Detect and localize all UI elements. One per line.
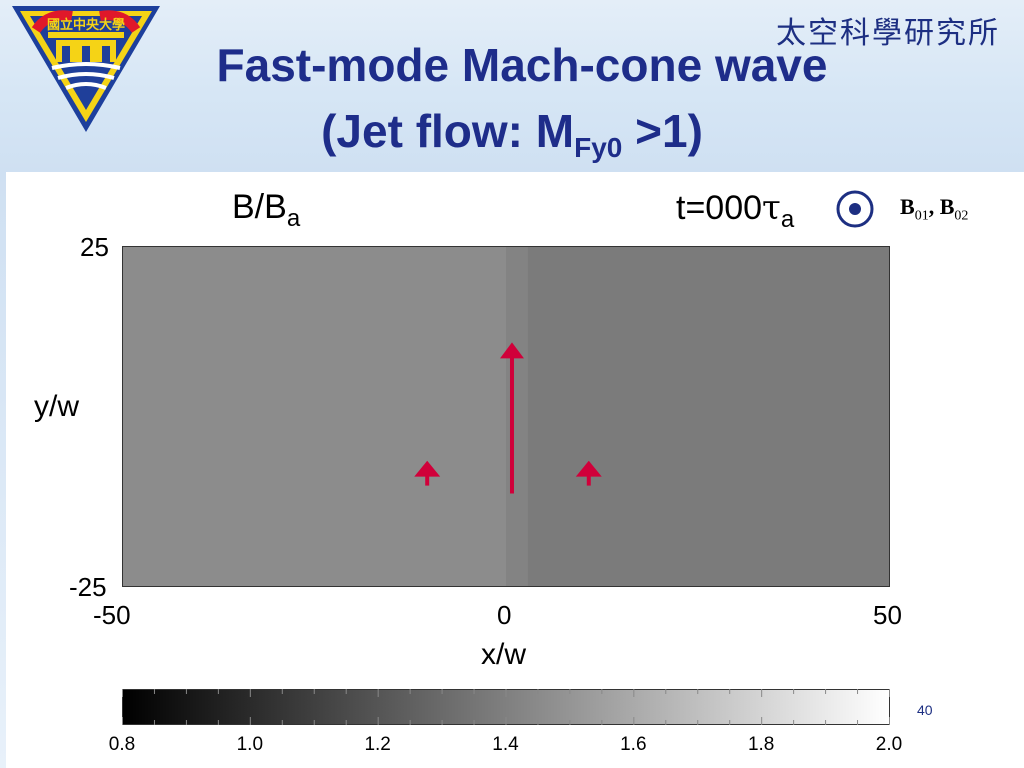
colorbar-tick-marks xyxy=(122,689,890,725)
b1-label: B xyxy=(900,194,915,219)
colorbar-tick-label: 1.2 xyxy=(364,734,391,755)
page-number: 40 xyxy=(917,702,933,718)
panel-time-label: t=000τa xyxy=(676,188,794,234)
subtitle-prefix: (Jet flow: M xyxy=(321,105,575,157)
colorbar-tick-label: 2.0 xyxy=(875,734,903,755)
x-tick-left: -50 xyxy=(93,600,131,630)
slide-title: Fast-mode Mach-cone wave xyxy=(216,39,828,91)
right-arrow-head xyxy=(575,460,602,477)
field-plot xyxy=(122,246,890,587)
logo-text: 國立中央大學 xyxy=(47,17,125,33)
left-stripe xyxy=(0,172,6,768)
institute-name: 太空科學研究所 xyxy=(776,16,1000,51)
university-logo: 國立中央大學 xyxy=(12,6,160,132)
b2-sub: 02 xyxy=(954,208,969,224)
jet-strip xyxy=(506,247,528,586)
b2-label: B xyxy=(939,194,955,219)
time-symbol: τ xyxy=(762,188,781,228)
y-tick-bottom: -25 xyxy=(69,572,107,602)
colorbar-tick-label: 1.6 xyxy=(620,734,647,755)
time-prefix: t=000 xyxy=(676,189,763,227)
field-sep: , xyxy=(928,194,935,219)
jet-arrow-head xyxy=(500,342,524,359)
colorbar-tick-label: 1.4 xyxy=(492,734,519,755)
x-tick-center: 0 xyxy=(497,600,512,630)
field-legend: B01, B02 xyxy=(900,194,968,224)
subtitle-sub: Fy0 xyxy=(574,132,623,163)
colorbar-tick-label: 1.0 xyxy=(236,734,264,755)
subtitle-suffix: >1) xyxy=(622,105,703,157)
left-arrow-head xyxy=(414,460,441,477)
slide-subtitle: (Jet flow: MFy0 >1) xyxy=(0,104,1024,164)
y-tick-top: 25 xyxy=(80,232,109,262)
header-band xyxy=(0,0,1024,172)
b1-sub: 01 xyxy=(914,208,929,224)
x-axis-label: x/w xyxy=(481,638,526,671)
left-region xyxy=(123,247,506,586)
colorbar xyxy=(122,689,890,725)
right-region xyxy=(506,247,889,586)
panel-quantity-label: B/Ba xyxy=(232,188,300,233)
out-of-page-icon xyxy=(836,190,874,228)
colorbar-tick-label: 1.8 xyxy=(747,734,775,755)
time-sub: a xyxy=(780,206,795,233)
colorbar-tick-label: 0.8 xyxy=(108,734,136,755)
quantity-sub: a xyxy=(286,205,301,232)
y-axis-label: y/w xyxy=(34,390,79,423)
quantity-text: B/B xyxy=(232,188,287,226)
x-tick-right: 50 xyxy=(873,600,902,630)
